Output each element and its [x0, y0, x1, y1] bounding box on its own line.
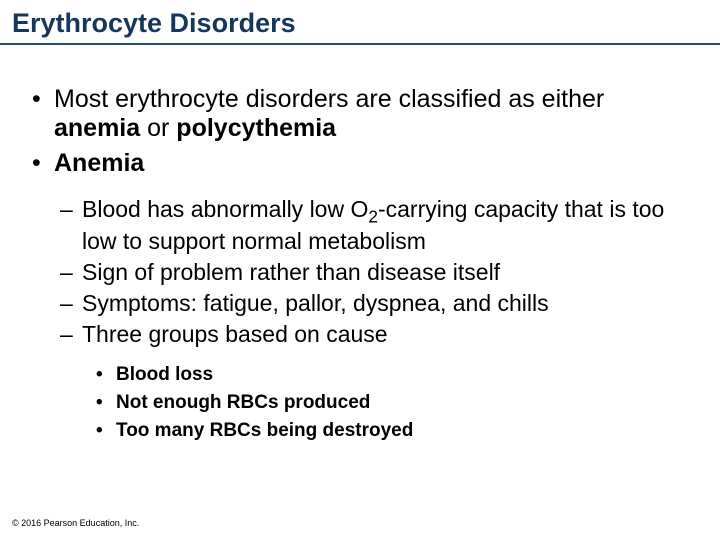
- list-item: Not enough RBCs produced: [116, 392, 692, 414]
- slide: Erythrocyte Disorders Most erythrocyte d…: [0, 0, 720, 540]
- text: Most erythrocyte disorders are classifie…: [54, 85, 604, 113]
- list-item: Too many RBCs being destroyed: [116, 420, 692, 442]
- slide-title: Erythrocyte Disorders: [0, 0, 720, 45]
- list-item: Sign of problem rather than disease itse…: [82, 259, 692, 286]
- text-bold: polycythemia: [176, 114, 336, 142]
- text-bold: Anemia: [54, 149, 144, 177]
- subscript: 2: [368, 207, 378, 227]
- text: Blood has abnormally low O: [82, 196, 368, 222]
- text: Symptoms: fatigue, pallor, dyspnea, and …: [82, 290, 549, 316]
- bullet-list-level3: Blood loss Not enough RBCs produced Too …: [82, 364, 692, 442]
- copyright-text: © 2016 Pearson Education, Inc.: [12, 518, 139, 528]
- list-item: Anemia Blood has abnormally low O2-carry…: [54, 149, 692, 442]
- text: Three groups based on cause: [82, 321, 388, 347]
- text: Sign of problem rather than disease itse…: [82, 259, 500, 285]
- list-item: Three groups based on cause Blood loss N…: [82, 321, 692, 442]
- text-bold: anemia: [54, 114, 140, 142]
- text: Too many RBCs being destroyed: [116, 420, 413, 441]
- list-item: Blood has abnormally low O2-carrying cap…: [82, 196, 692, 255]
- text: or: [140, 114, 176, 142]
- text: Not enough RBCs produced: [116, 392, 370, 413]
- list-item: Blood loss: [116, 364, 692, 386]
- list-item: Symptoms: fatigue, pallor, dyspnea, and …: [82, 290, 692, 317]
- text: Blood loss: [116, 364, 213, 385]
- bullet-list-level2: Blood has abnormally low O2-carrying cap…: [54, 196, 692, 442]
- bullet-list-level1: Most erythrocyte disorders are classifie…: [28, 85, 692, 442]
- list-item: Most erythrocyte disorders are classifie…: [54, 85, 692, 143]
- slide-body: Most erythrocyte disorders are classifie…: [0, 45, 720, 442]
